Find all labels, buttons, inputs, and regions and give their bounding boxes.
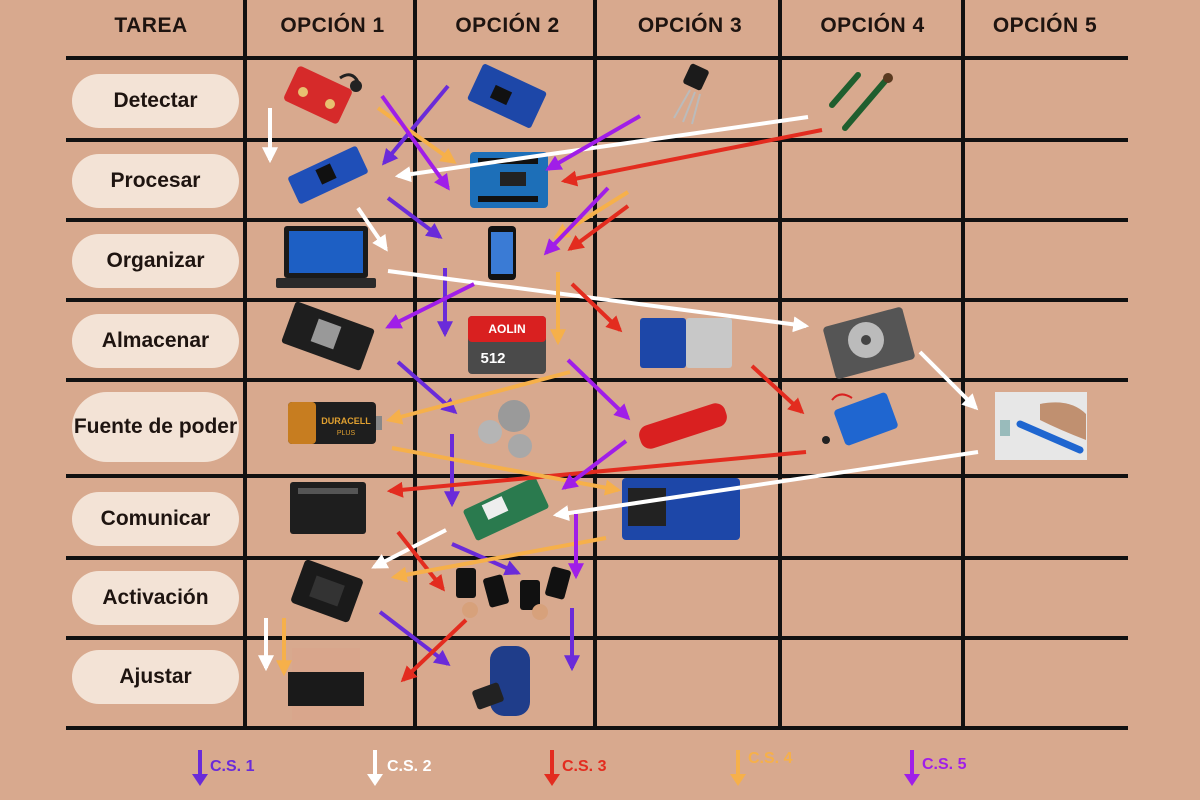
header-tarea: TAREA: [114, 14, 188, 37]
hard-drive: [823, 307, 915, 379]
header-option-3: OPCIÓN 3: [637, 14, 743, 37]
cs5-arrows: [380, 94, 641, 580]
legend-cs4-label: C.S. 4: [748, 750, 793, 767]
battery-sub: PLUS: [337, 430, 356, 437]
legend-cs3-arrow-icon: [544, 750, 560, 786]
legend-cs5-arrow-icon: [904, 750, 920, 786]
task-activacion: Activación: [72, 571, 239, 625]
legend-cs1-arrow-icon: [192, 750, 208, 786]
battery-pack: [822, 392, 898, 446]
back-brace: [288, 648, 364, 720]
duracell-battery: DURACELL PLUS: [288, 402, 382, 444]
coin-cells: [478, 400, 532, 458]
red-sensor-board: [284, 66, 362, 124]
smartphone: [488, 226, 516, 280]
header-option-5: OPCIÓN 5: [992, 14, 1098, 37]
legend-cs1-label: C.S. 1: [210, 758, 255, 775]
header-option-2: OPCIÓN 2: [455, 14, 560, 37]
cs3-arrows: [386, 128, 823, 683]
cs2-arrows: [258, 108, 979, 672]
task-fuente-de-poder: Fuente de poder: [72, 392, 239, 462]
blue-sensor-module: [467, 64, 547, 128]
legend-cs2-arrow-icon: [367, 750, 383, 786]
transistor-sensor: [673, 63, 709, 125]
arduino-nano: [288, 146, 368, 204]
task-organizar: Organizar: [72, 234, 239, 288]
legend-cs3-label: C.S. 3: [562, 758, 607, 775]
sd-card: AOLIN 512: [468, 316, 546, 374]
task-comunicar: Comunicar: [72, 492, 239, 546]
knee-brace-phone: [472, 646, 530, 716]
sd-card-capacity: 512: [480, 350, 505, 367]
task-detectar: Detectar: [72, 74, 239, 128]
esp-module: [290, 482, 366, 534]
header-option-4: OPCIÓN 4: [820, 14, 925, 37]
rocker-switch: [291, 559, 363, 623]
task-procesar: Procesar: [72, 154, 239, 208]
wall-socket-cable: [995, 392, 1087, 460]
bluetooth-module: [463, 477, 549, 541]
phone-hands: [456, 566, 571, 620]
grid: [66, 0, 1128, 730]
lithium-cell: [639, 403, 727, 449]
sd-card-brand: AOLIN: [488, 322, 525, 336]
legend-cs5-label: C.S. 5: [922, 756, 967, 773]
legend-cs2-label: C.S. 2: [387, 758, 432, 775]
header-option-1: OPCIÓN 1: [280, 14, 385, 37]
cs1-arrows: [378, 84, 580, 672]
esp-board: [281, 301, 375, 371]
soil-moisture-probe: [829, 72, 893, 131]
legend-cs4-arrow-icon: [730, 750, 746, 786]
gsm-module: [622, 478, 740, 540]
sd-card-module: [640, 318, 732, 368]
task-almacenar: Almacenar: [72, 314, 239, 368]
laptop: [276, 226, 376, 288]
task-ajustar: Ajustar: [72, 650, 239, 704]
battery-brand: DURACELL: [321, 416, 371, 426]
